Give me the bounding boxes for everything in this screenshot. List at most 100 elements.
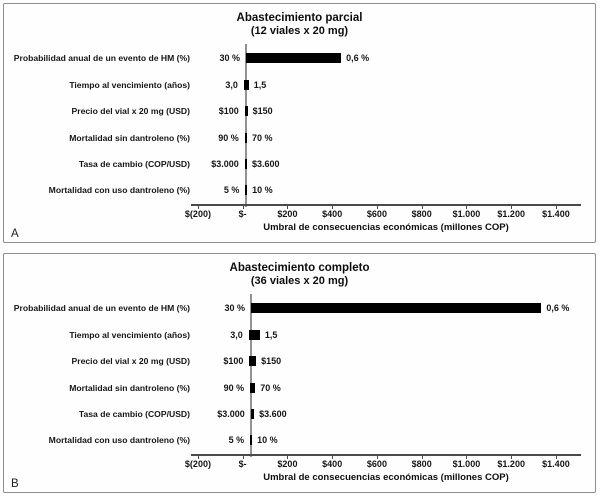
x-axis-title: Umbral de consecuencias económicas (mill… [263,472,509,483]
x-axis-tick [287,204,289,209]
bar-high-value-label: $3.600 [259,409,287,419]
x-axis-tick-label: $1.200 [497,459,525,469]
bar-low-value-label: $100 [223,356,244,366]
x-axis-tick [511,454,513,459]
tornado-plot-a: Probabilidad anual de un evento de HM (%… [4,4,595,242]
category-label: Mortalidad con uso dantroleno (%) [48,185,190,195]
bar-low-value-label: $3.000 [211,159,239,169]
x-axis-tick [376,454,378,459]
bar-high-value-label: 10 % [252,185,273,195]
x-axis-tick [511,204,513,209]
x-axis-tick-label: $400 [322,459,343,469]
category-label: Tiempo al vencimiento (años) [69,79,190,90]
x-axis-tick-label: $(200) [184,459,211,469]
bar-low-value-label: 3,0 [225,79,238,90]
panel-b-title-block: Abastecimiento completo (36 viales x 20 … [230,261,370,289]
x-axis-line [191,453,581,456]
tornado-bar [246,53,342,63]
bar-low-value-label: $3.000 [217,409,245,419]
tornado-bar [245,185,248,195]
x-axis-tick [466,204,468,209]
bar-low-value-label: 5 % [223,185,240,195]
category-label: Tasa de cambio (COP/USD) [78,409,190,419]
x-axis-tick-label: $800 [411,459,432,469]
panel-abastecimiento-parcial: Abastecimiento parcial (12 viales x 20 m… [3,3,596,243]
x-axis-tick [376,204,378,209]
category-label: Probabilidad anual de un evento de HM (%… [13,53,190,63]
bar-high-value-label: 1,5 [253,79,267,90]
x-axis-tick-label: $- [238,209,247,219]
chart-title: Abastecimiento completo [229,262,370,274]
tornado-bar [249,356,257,366]
x-axis-line [191,203,581,206]
x-axis-tick [197,204,199,209]
x-axis-tick [555,454,557,459]
bar-low-value-label: 5 % [228,435,245,445]
x-axis-tick-label: $600 [366,459,387,469]
bar-high-value-label: 0,6 % [546,303,570,313]
tornado-bar [244,106,248,116]
category-label: Probabilidad anual de un evento de HM (%… [13,303,190,313]
panel-letter-b: B [11,478,19,490]
bar-high-value-label: 70 % [260,382,281,393]
bar-high-value-label: $150 [261,356,282,366]
x-axis-tick [287,454,289,459]
x-axis-tick [242,454,244,459]
category-label: Tasa de cambio (COP/USD) [78,159,190,169]
x-axis-tick-label: $1.400 [542,459,570,469]
x-axis-tick [197,454,199,459]
category-label: Tiempo al vencimiento (años) [69,329,190,340]
chart-subtitle: (36 viales x 20 mg) [250,275,349,288]
panel-abastecimiento-completo: Abastecimiento completo (36 viales x 20 … [3,253,596,493]
x-axis-tick [421,204,423,209]
panel-letter-a: A [11,228,19,240]
baseline-rule [245,44,248,207]
tornado-bar [250,435,253,445]
bar-low-value-label: 90 % [218,132,239,143]
x-axis-tick-label: $1.000 [452,459,481,469]
x-axis-tick-label: $600 [366,209,387,219]
bar-low-value-label: 30 % [219,53,241,63]
x-axis-tick-label: $- [238,459,247,469]
bar-high-value-label: 70 % [251,132,273,143]
category-label: Mortalidad sin dantroleno (%) [69,382,190,393]
x-axis-tick-label: $200 [277,209,298,219]
category-label: Precio del vial x 20 mg (USD) [71,356,190,366]
chart-subtitle: (12 viales x 20 mg) [250,25,349,38]
x-axis-tick-label: $1.200 [497,209,525,219]
category-label: Mortalidad sin dantroleno (%) [69,132,190,143]
tornado-bar [248,329,260,340]
baseline-rule [249,294,252,457]
x-axis-title: Umbral de consecuencias económicas (mill… [263,222,509,233]
tornado-bar [244,132,247,143]
x-axis-tick [332,454,334,459]
bar-high-value-label: 0,6 % [346,53,370,63]
x-axis-tick-label: $400 [322,209,343,219]
x-axis-tick-label: $1.400 [542,209,570,219]
x-axis-tick-label: $(200) [184,209,211,219]
x-axis-tick-label: $200 [277,459,298,469]
bar-low-value-label: 90 % [223,382,245,393]
tornado-bar [250,303,542,313]
bar-high-value-label: $150 [252,106,273,116]
panel-a-title-block: Abastecimiento parcial (12 viales x 20 m… [237,11,363,39]
x-axis-tick-label: $800 [411,209,432,219]
x-axis-tick [466,454,468,459]
x-axis-tick [242,204,244,209]
x-axis-tick [555,204,557,209]
chart-title: Abastecimiento parcial [236,12,363,24]
bar-low-value-label: 30 % [224,303,245,313]
tornado-bar [250,409,255,419]
x-axis-tick [332,204,334,209]
tornado-bar [244,159,247,169]
tornado-bar [250,382,256,393]
bar-high-value-label: 10 % [257,435,278,445]
x-axis-tick-label: $1.000 [452,209,481,219]
bar-low-value-label: $100 [218,106,239,116]
bar-low-value-label: 3,0 [230,329,243,340]
x-axis-tick [421,454,423,459]
bar-high-value-label: $3.600 [251,159,280,169]
category-label: Mortalidad con uso dantroleno (%) [48,435,190,445]
category-label: Precio del vial x 20 mg (USD) [71,106,190,116]
